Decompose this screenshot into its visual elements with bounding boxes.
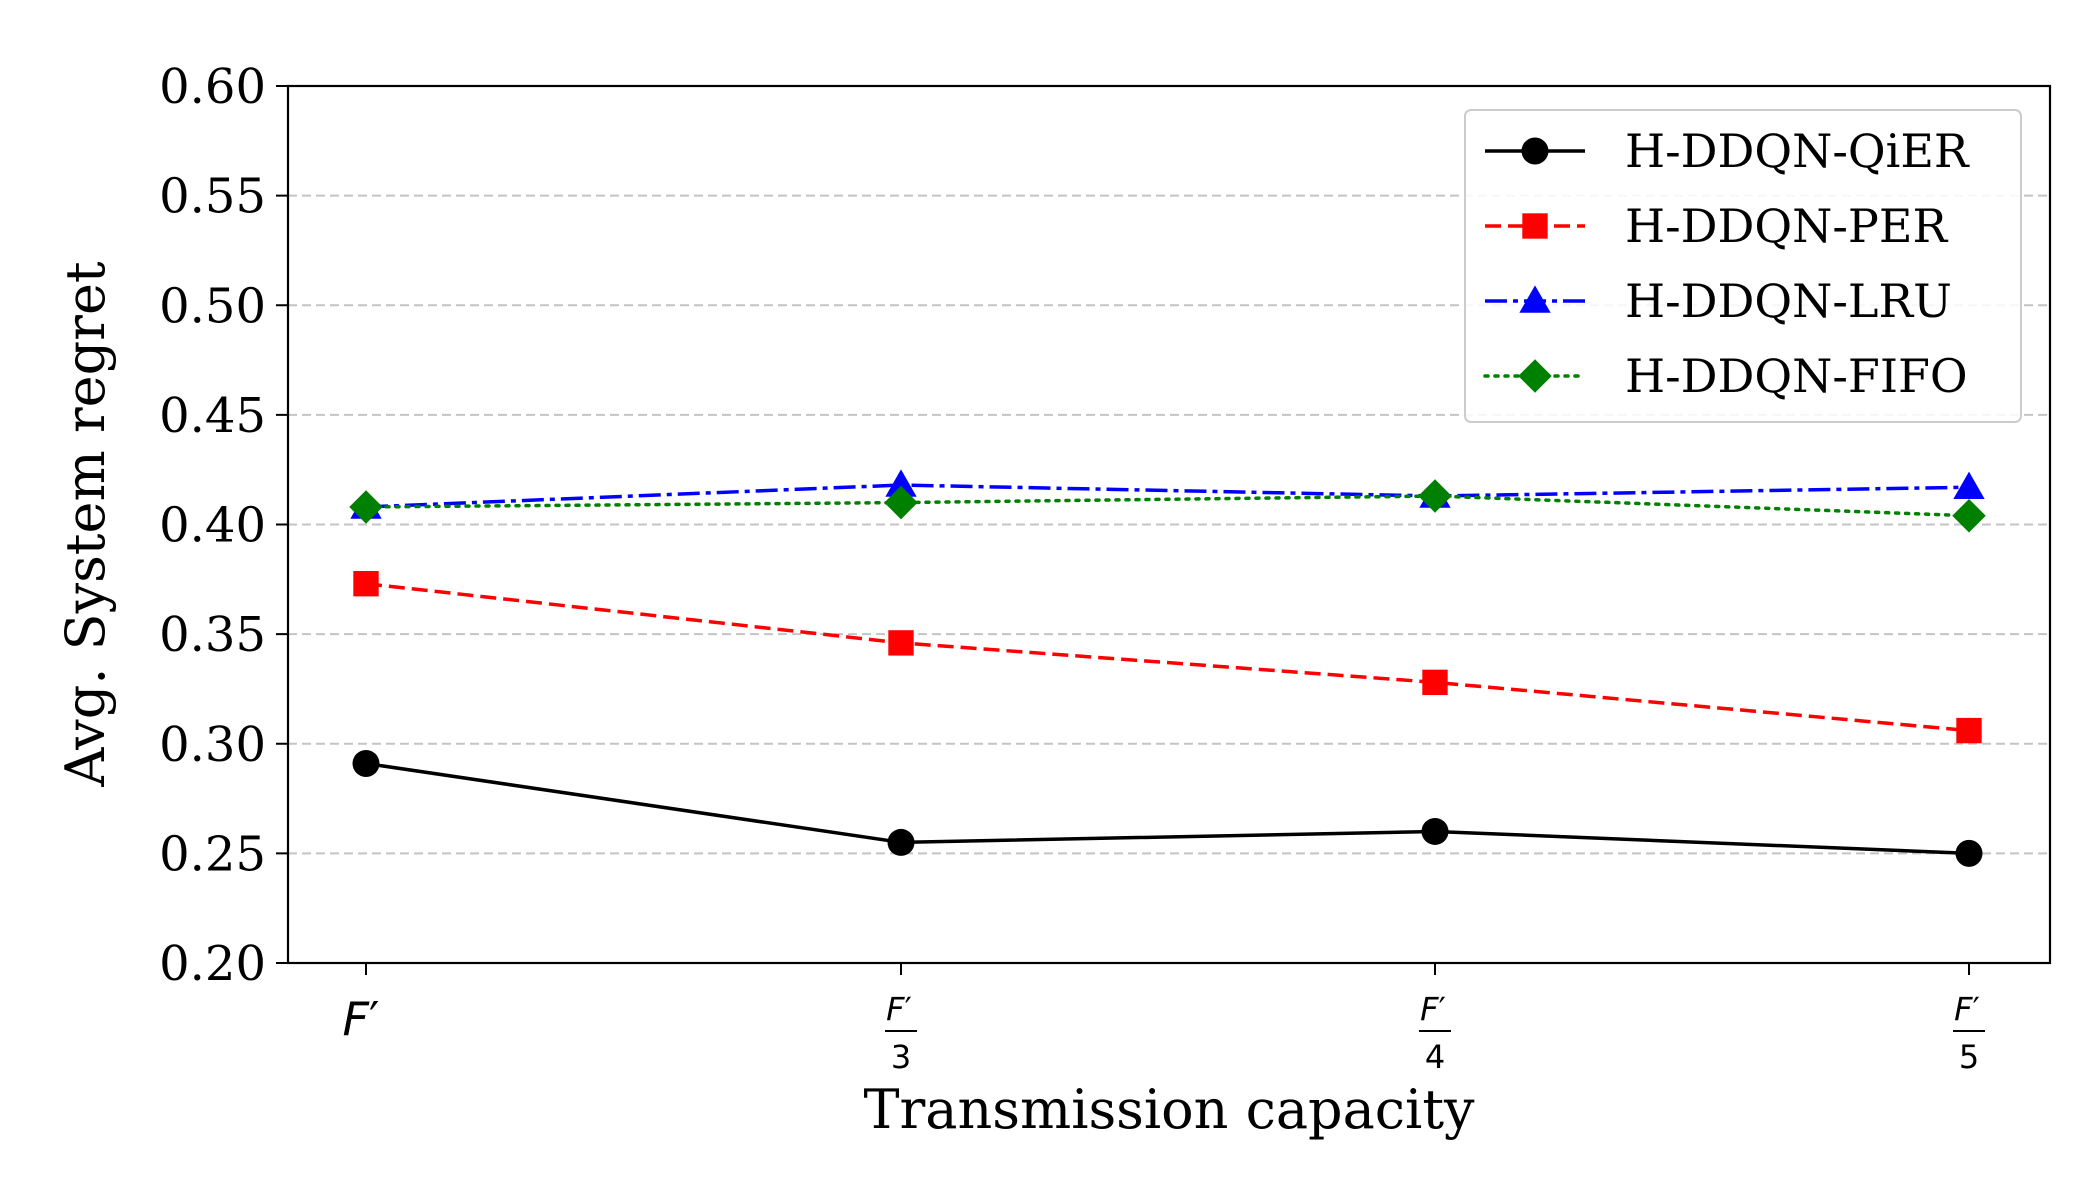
x-tick-denominator: 3 [891,1038,911,1076]
y-tick-label: 0.50 [159,278,266,334]
data-point [888,630,914,656]
x-tick-numerator: F′ [1420,990,1446,1028]
legend: H-DDQN-QiER H-DDQN-PER H-DDQN-LRU H-DDQN-FI… [1464,109,2022,423]
series-h-ddqn-lru [350,469,1985,519]
legend-label: H-DDQN-LRU [1625,274,1952,328]
x-tick-label: F′ 3 [885,990,917,1076]
data-point [885,469,917,497]
legend-marker [1522,213,1548,239]
y-tick-label: 0.35 [159,607,266,663]
legend-marker [1518,359,1552,393]
series-layer [349,469,1986,867]
x-tick-numerator: F′ [886,990,912,1028]
legend-item: H-DDQN-QiER [1485,124,1970,178]
y-axis-label: Avg. System regret [54,261,117,788]
series-h-ddqn-per [353,571,1982,744]
x-tick-label: F′ 5 [1953,990,1985,1076]
y-tick-label: 0.25 [159,826,266,882]
x-axis: F′ F′ 3 F′ 4 F′ 5 [343,963,1985,1076]
series-line [365,581,1970,733]
y-tick-label: 0.30 [159,717,266,773]
y-tick-label: 0.60 [159,59,266,115]
x-tick-label: F′ 4 [1419,990,1451,1076]
y-tick-label: 0.40 [159,498,266,554]
legend-marker [1519,285,1551,313]
legend-label: H-DDQN-QiER [1625,124,1970,178]
x-tick-denominator: 5 [1959,1038,1979,1076]
data-point [1955,839,1983,867]
series-h-ddqn-fifo [349,479,1986,533]
legend-item: H-DDQN-LRU [1485,274,1952,328]
x-tick-numerator: F′ [1954,990,1980,1028]
y-tick-label: 0.55 [159,169,266,225]
data-point [1418,479,1452,513]
legend-box [1464,109,2022,423]
series-line [365,761,1970,856]
y-tick-label: 0.20 [159,936,266,992]
legend-marker [1521,137,1549,165]
data-point [352,749,380,777]
data-point [1956,717,1982,744]
x-tick-label: F′ [343,992,380,1046]
data-point [884,485,918,520]
series-line [364,494,1971,518]
legend-label: H-DDQN-FIFO [1625,349,1968,403]
y-axis: 0.20 0.25 0.30 0.35 0.40 0.45 0.50 0.55 0.60 [159,59,288,992]
y-tick-label: 0.45 [159,388,266,444]
x-axis-label: Transmission capacity [863,1078,1475,1141]
x-tick-symbol: F′ [343,992,380,1046]
data-point [353,571,379,597]
data-point [1421,817,1449,845]
legend-item: H-DDQN-PER [1485,199,1948,253]
data-point [349,490,383,524]
x-tick-denominator: 4 [1425,1038,1445,1076]
data-point [1422,669,1448,696]
series-line [365,483,1970,509]
data-point [1953,471,1985,499]
data-point [887,828,915,856]
data-point [1952,498,1986,533]
legend-label: H-DDQN-PER [1625,199,1948,253]
series-h-ddqn-qier [352,749,1983,867]
legend-item: H-DDQN-FIFO [1483,349,1968,403]
